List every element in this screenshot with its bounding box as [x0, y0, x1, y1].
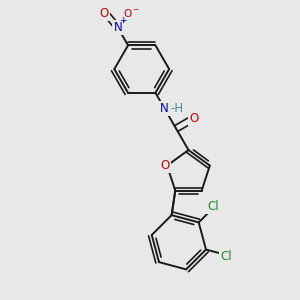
Text: O: O — [189, 112, 198, 125]
Text: +: + — [119, 16, 127, 25]
Text: N: N — [113, 21, 122, 34]
Text: Cl: Cl — [220, 250, 232, 263]
Text: N: N — [160, 102, 169, 115]
Text: O$^-$: O$^-$ — [123, 7, 140, 19]
Text: O: O — [100, 7, 109, 20]
Text: Cl: Cl — [207, 200, 219, 213]
Text: O: O — [161, 159, 170, 172]
Text: -H: -H — [170, 102, 184, 115]
